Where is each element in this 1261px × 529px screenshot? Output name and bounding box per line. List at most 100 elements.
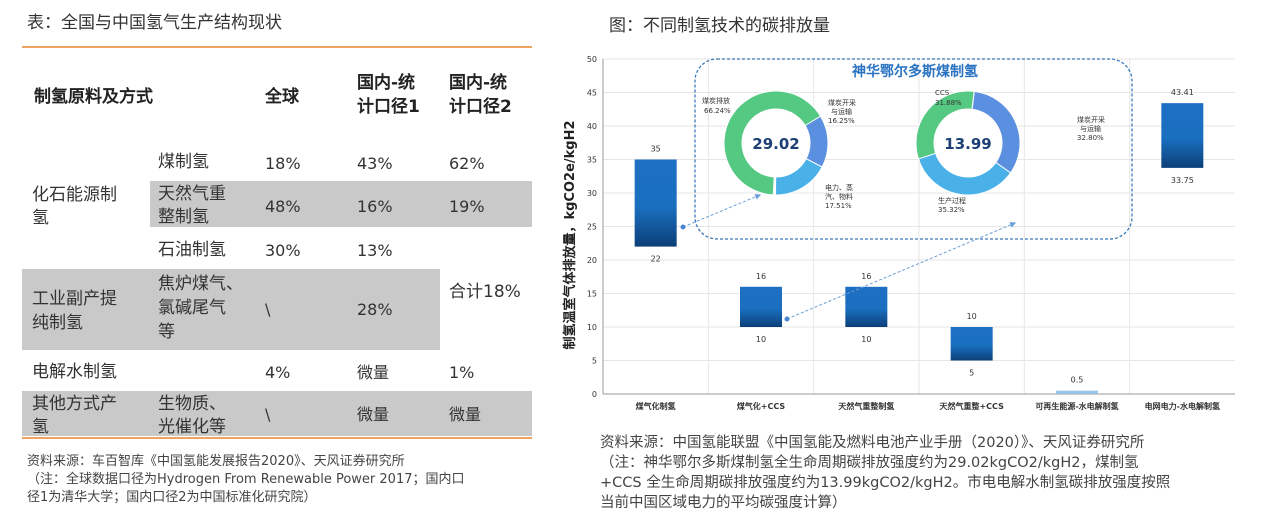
bar-low-label: 10 <box>756 335 766 344</box>
bar-1 <box>634 159 677 247</box>
group-electrolysis: 电解水制氢 <box>32 362 117 382</box>
row-coke-cn2: 合计18% <box>449 282 521 302</box>
header-cn1-line1: 国内-统 <box>357 73 416 93</box>
d1-label-b1: 煤炭开采 <box>828 98 856 107</box>
row-bio-name-line2: 光催化等 <box>158 417 226 437</box>
row-shade-industrial <box>22 269 440 350</box>
y-tick-label: 30 <box>587 189 597 198</box>
d1-label-c1: 电力、蒸 <box>825 183 853 192</box>
d2-label-a1: CCS <box>935 89 950 97</box>
group-other-line1: 其他方式产 <box>32 394 117 414</box>
d1-label-a2: 66.24% <box>704 107 731 115</box>
arrow-coal-to-donut1 <box>682 194 762 228</box>
group-fossil-line1: 化石能源制 <box>32 185 117 205</box>
y-tick-label: 0 <box>592 390 597 399</box>
x-tick-label: 天然气重整制氢 <box>838 401 894 411</box>
x-tick-label: 电网电力-水电解制氢 <box>1145 401 1220 411</box>
row-bio-global: \ <box>265 405 271 424</box>
table-source-line1: 资料来源：车百智库《中国氢能发展报告2020》、天风证券研究所 <box>27 454 405 469</box>
x-tick-label: 可再生能源-水电解制氢 <box>1035 401 1118 411</box>
y-tick-label: 10 <box>587 323 597 332</box>
row-oil-global: 30% <box>265 241 301 260</box>
group-industrial-line1: 工业副产提 <box>32 289 117 309</box>
row-elec-global: 4% <box>265 363 291 382</box>
bar-high-label: 10 <box>967 312 977 321</box>
chart-source-line4: 当前中国区域电力的平均碳强度计算） <box>600 495 847 511</box>
donut2-slice <box>917 152 1012 196</box>
bar-low-label: 22 <box>651 255 661 264</box>
row-shade-other <box>22 391 532 436</box>
table-bottom-rule <box>22 437 532 439</box>
d2-label-c2: 35.32% <box>938 206 965 214</box>
row-gas-name-line2: 整制氢 <box>158 207 209 227</box>
y-tick-label: 45 <box>587 89 597 98</box>
bar-high-label: 0.5 <box>1071 376 1084 385</box>
row-bio-name-line1: 生物质、 <box>158 394 226 414</box>
d1-label-c3: 17.51% <box>825 202 852 210</box>
bar-6 <box>1161 103 1204 168</box>
header-cn1-line2: 计口径1 <box>357 97 420 117</box>
d1-label-a1: 煤炭排放 <box>702 96 730 105</box>
row-coal-global: 18% <box>265 154 301 173</box>
row-bio-cn1: 微量 <box>357 405 390 424</box>
x-tick-label: 煤气化+CCS <box>737 401 786 411</box>
group-fossil-line2: 氢 <box>32 208 49 228</box>
table-top-rule <box>22 46 532 48</box>
chart-source-line3: +CCS 全生命周期碳排放强度约为13.99kgCO2/kgH2。市电电解水制氢… <box>600 475 1171 491</box>
bar-high-label: 35 <box>651 145 661 154</box>
y-tick-label: 35 <box>587 156 597 165</box>
row-coal-cn1: 43% <box>357 154 393 173</box>
row-elec-cn2: 1% <box>449 363 475 382</box>
donut2-hole <box>935 110 1001 176</box>
row-oil-cn1: 13% <box>357 241 393 260</box>
row-gas-name-line1: 天然气重 <box>158 184 226 204</box>
inset-dashed-box <box>694 58 1133 240</box>
row-bio-cn2: 微量 <box>449 405 482 424</box>
donut1-slice <box>775 158 823 196</box>
header-global: 全球 <box>265 87 299 107</box>
y-tick-label: 5 <box>592 357 597 366</box>
arrow-ccs-to-donut2 <box>786 222 1017 320</box>
row-coke-global: \ <box>265 300 271 319</box>
bar-3 <box>845 286 888 327</box>
table-source-line3: 径1为清华大学；国内口径2为中国标准化研究院） <box>27 490 317 505</box>
d2-label-c1: 生产过程 <box>938 196 966 205</box>
emission-chart: 0 5 10 15 20 25 30 35 40 45 50 煤气化制氢 煤气化+CCS 天然气重整制氢 天… <box>562 55 1235 411</box>
y-tick-label: 25 <box>587 223 597 232</box>
row-shade-gas <box>150 181 532 227</box>
row-coal-name: 煤制氢 <box>158 152 209 172</box>
row-coke-name-line3: 等 <box>158 322 175 342</box>
y-tick-label: 15 <box>587 290 597 299</box>
donut1-slice <box>723 90 823 196</box>
d2-label-b1: 煤炭开采 <box>1077 115 1105 124</box>
x-tick-label: 煤气化制氢 <box>636 401 676 411</box>
bar-low-label: 33.75 <box>1171 176 1194 185</box>
d2-label-a2: 31.88% <box>935 99 962 107</box>
arrow-ccs-dot <box>784 316 790 322</box>
table-source-line2: （注：全球数据口径为Hydrogen From Renewable Power … <box>27 472 465 487</box>
row-gas-cn1: 16% <box>357 197 393 216</box>
table-title: 表：全国与中国氢气生产结构现状 <box>27 13 282 33</box>
row-coke-name-line1: 焦炉煤气、 <box>158 274 243 294</box>
x-tick-label: 天然气重整+CCS <box>939 401 1004 411</box>
y-tick-label: 50 <box>587 55 597 64</box>
row-oil-name: 石油制氢 <box>158 240 226 260</box>
d1-label-b2: 与运输 <box>831 107 852 116</box>
bar-low-label: 5 <box>969 369 974 378</box>
d2-label-b2: 与运输 <box>1080 124 1101 133</box>
group-industrial-line2: 纯制氢 <box>32 313 83 333</box>
inset-title: 神华鄂尔多斯煤制氢 <box>852 63 978 80</box>
arrow-coal-dot <box>680 224 686 230</box>
bar-low-label: 10 <box>861 335 871 344</box>
row-gas-global: 48% <box>265 197 301 216</box>
row-coal-cn2: 62% <box>449 154 485 173</box>
row-gas-cn2: 19% <box>449 197 485 216</box>
bar-2 <box>740 286 782 327</box>
bar-high-label: 16 <box>756 272 766 281</box>
donut1-hole <box>743 110 809 176</box>
y-axis-label: 制氢温室气体排放量，kgCO2e/kgH2 <box>562 120 578 349</box>
chart-source-line2: （注：神华鄂尔多斯煤制氢全生命周期碳排放强度约为29.02kgCO2/kgH2，… <box>600 455 1139 471</box>
bar-high-label: 43.41 <box>1171 88 1194 97</box>
header-cn2-line2: 计口径2 <box>449 97 512 117</box>
d1-label-c2: 汽、物料 <box>825 192 853 201</box>
